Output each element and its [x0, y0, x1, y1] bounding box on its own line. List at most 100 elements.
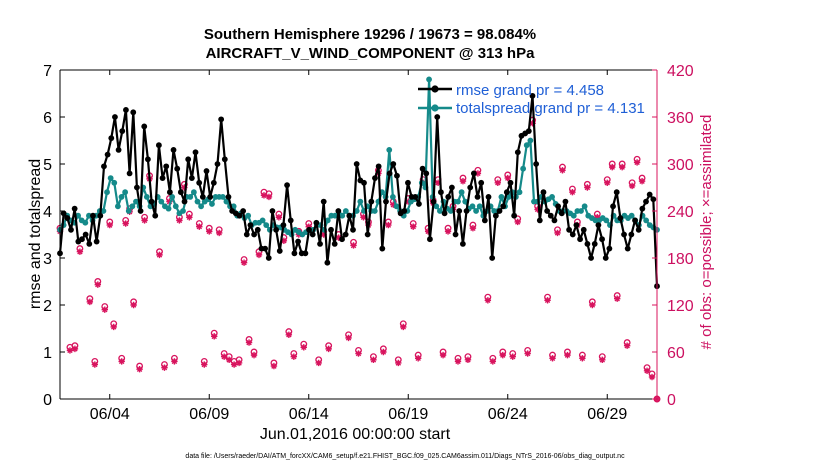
- obs-assimilated-marker: [156, 251, 163, 259]
- left-axis-ticks: 0 1 2 3 4 5 6 7: [43, 63, 65, 409]
- obs-assimilated-marker: [86, 298, 94, 306]
- obs-assimilated-marker: [504, 174, 511, 182]
- rmse-point: [185, 156, 192, 163]
- x-tick-label: 06/04: [90, 406, 130, 423]
- obs-assimilated-marker: [400, 323, 407, 331]
- rmse-point: [177, 189, 184, 196]
- rmse-point: [199, 194, 206, 200]
- rmse-point: [588, 255, 594, 261]
- obs-assimilated-marker: [444, 228, 452, 235]
- left-tick-label: 5: [43, 157, 52, 174]
- rmse-point: [628, 231, 635, 238]
- obs-assimilated-marker: [225, 356, 233, 364]
- rmse-point: [448, 184, 455, 191]
- right-axis-ticks: 0 60 120 180 240 300 360 420: [652, 63, 694, 409]
- rmse-point: [353, 161, 360, 167]
- rmse-point: [551, 217, 558, 224]
- rmse-point: [90, 212, 96, 219]
- right-tick-label: 360: [667, 110, 694, 127]
- right-tick-label: 300: [667, 157, 694, 174]
- spread-point: [389, 194, 396, 200]
- rmse-point: [459, 241, 466, 247]
- right-tick-label: 60: [667, 345, 685, 362]
- rmse-point: [115, 147, 122, 153]
- obs-assimilated-marker: [220, 353, 228, 360]
- obs-assimilated-marker: [136, 366, 143, 373]
- rmse-point: [240, 208, 247, 214]
- rmse-point: [287, 217, 294, 224]
- obs-assimilated-marker: [370, 356, 377, 364]
- legend-marker-spread: [431, 104, 439, 112]
- spread-point: [198, 203, 205, 210]
- obs-assimilated-marker: [270, 362, 278, 370]
- rmse-point: [134, 184, 140, 191]
- spread-point: [104, 189, 110, 196]
- obs-assimilated-marker: [589, 301, 596, 309]
- obs-assimilated-marker: [176, 217, 183, 224]
- x-tick-label: 06/09: [189, 406, 229, 423]
- rmse-point: [566, 226, 572, 233]
- obs-assimilated-marker: [265, 193, 273, 201]
- obs-assimilated-marker: [94, 281, 102, 288]
- rmse-point: [170, 147, 177, 153]
- rmse-point: [225, 194, 232, 200]
- spread-point: [455, 198, 461, 205]
- rmse-point: [470, 170, 477, 177]
- rmse-point: [613, 189, 620, 196]
- spread-point: [165, 205, 172, 212]
- rmse-point: [606, 245, 613, 252]
- rmse-point: [569, 231, 576, 238]
- rmse-point: [364, 231, 371, 238]
- spread-point: [342, 208, 349, 214]
- spread-point: [86, 212, 92, 219]
- obs-assimilated-marker: [469, 225, 477, 232]
- obs-assimilated-marker: [206, 228, 213, 235]
- rmse-point: [507, 179, 514, 186]
- spread-point: [172, 203, 179, 210]
- rmse-point: [478, 179, 485, 186]
- spread-point: [100, 208, 107, 214]
- spread-point: [549, 194, 555, 200]
- rmse-point: [361, 179, 367, 186]
- obs-assimilated-marker: [380, 348, 387, 356]
- obs-assimilated-marker: [300, 344, 307, 351]
- rmse-point: [331, 241, 338, 247]
- obs-assimilated-marker: [255, 251, 263, 259]
- x-tick-label: 06/24: [488, 406, 528, 423]
- right-tick-label: 120: [667, 298, 694, 315]
- obs-assimilated-marker: [623, 342, 631, 349]
- rmse-point: [489, 255, 496, 261]
- spread-point: [122, 189, 129, 196]
- spread-point: [169, 194, 176, 200]
- obs-assimilated-marker: [245, 339, 253, 346]
- rmse-point: [163, 163, 170, 170]
- obs-assimilated-marker: [275, 214, 283, 221]
- rmse-point: [639, 205, 646, 212]
- rmse-point: [602, 255, 609, 261]
- obs-assimilated-marker: [161, 364, 168, 371]
- obs-assimilated-marker: [564, 351, 571, 359]
- rmse-point: [536, 217, 543, 224]
- obs-assimilated-marker: [569, 189, 576, 196]
- obs-assimilated-marker: [106, 221, 113, 229]
- rmse-point: [430, 198, 437, 205]
- spread-point: [324, 217, 331, 224]
- rmse-point: [617, 215, 624, 221]
- obs-assimilated-marker: [181, 184, 188, 191]
- rmse-point: [276, 248, 283, 254]
- obs-assimilated-marker: [454, 358, 462, 365]
- left-tick-label: 4: [43, 204, 52, 221]
- spread-point: [505, 194, 512, 200]
- rmse-point: [467, 184, 474, 191]
- obs-assimilated-marker: [534, 206, 541, 213]
- obs-assimilated-marker: [171, 358, 178, 365]
- rmse-point: [203, 168, 210, 174]
- obs-assimilated-marker: [579, 355, 586, 362]
- spread-point: [516, 189, 523, 196]
- spread-point: [194, 198, 201, 205]
- rmse-point: [386, 170, 393, 177]
- rmse-point: [126, 170, 133, 177]
- rmse-point: [562, 198, 569, 205]
- rmse-point: [438, 189, 444, 196]
- rmse-point: [544, 208, 551, 214]
